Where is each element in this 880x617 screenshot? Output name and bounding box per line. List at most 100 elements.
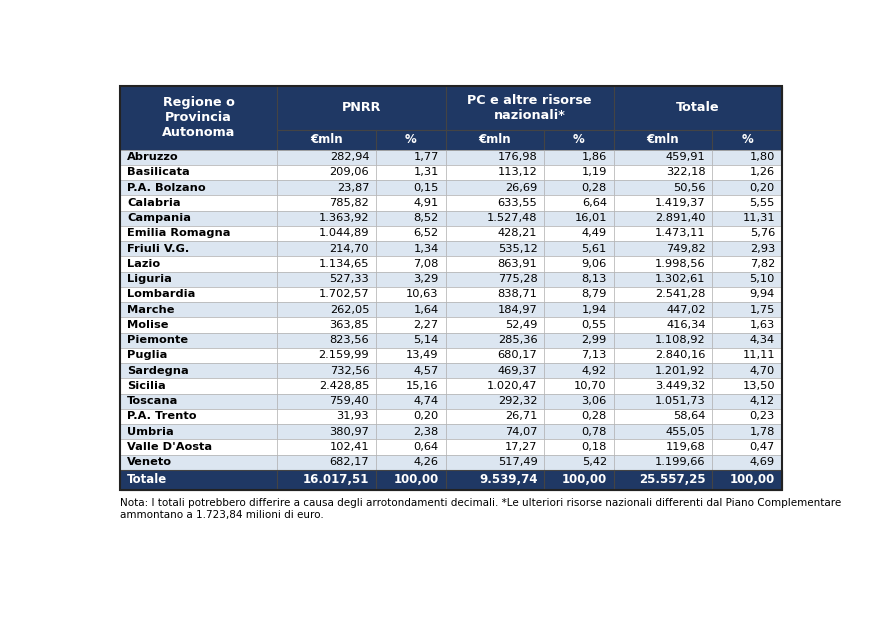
Bar bbox=[121, 196, 277, 210]
Text: 74,07: 74,07 bbox=[505, 427, 538, 437]
Bar bbox=[277, 256, 376, 271]
Text: 759,40: 759,40 bbox=[329, 396, 370, 406]
Bar bbox=[277, 130, 376, 149]
Bar bbox=[277, 210, 376, 226]
Bar bbox=[277, 226, 376, 241]
Bar bbox=[121, 439, 277, 455]
Text: 469,37: 469,37 bbox=[498, 366, 538, 376]
Bar bbox=[277, 470, 376, 490]
Bar bbox=[544, 165, 613, 180]
Text: 0,23: 0,23 bbox=[750, 412, 775, 421]
Bar bbox=[712, 271, 781, 287]
Bar bbox=[613, 287, 712, 302]
Text: 102,41: 102,41 bbox=[330, 442, 370, 452]
Bar bbox=[445, 470, 544, 490]
Text: 1.044,89: 1.044,89 bbox=[319, 228, 370, 238]
Text: €mln: €mln bbox=[479, 133, 511, 146]
Text: 5,14: 5,14 bbox=[414, 335, 439, 345]
Bar bbox=[121, 302, 277, 317]
Bar bbox=[445, 363, 544, 378]
Text: 8,52: 8,52 bbox=[414, 213, 439, 223]
Bar bbox=[121, 333, 277, 348]
Text: 4,49: 4,49 bbox=[582, 228, 607, 238]
Text: 26,69: 26,69 bbox=[505, 183, 538, 193]
Text: 13,49: 13,49 bbox=[407, 350, 439, 360]
Text: Lazio: Lazio bbox=[127, 259, 160, 269]
Bar bbox=[376, 130, 445, 149]
Text: 2.428,85: 2.428,85 bbox=[319, 381, 370, 391]
Text: 10,63: 10,63 bbox=[407, 289, 439, 299]
Bar bbox=[277, 348, 376, 363]
Text: 2.891,40: 2.891,40 bbox=[655, 213, 706, 223]
Bar bbox=[121, 241, 277, 256]
Bar bbox=[544, 470, 613, 490]
Bar bbox=[376, 302, 445, 317]
Text: 262,05: 262,05 bbox=[330, 305, 370, 315]
Text: Veneto: Veneto bbox=[127, 457, 172, 467]
Text: 8,79: 8,79 bbox=[582, 289, 607, 299]
Bar bbox=[613, 455, 712, 470]
Text: 119,68: 119,68 bbox=[666, 442, 706, 452]
Bar bbox=[613, 470, 712, 490]
Text: 1,78: 1,78 bbox=[750, 427, 775, 437]
Bar bbox=[376, 271, 445, 287]
Bar bbox=[376, 348, 445, 363]
Text: 25.557,25: 25.557,25 bbox=[639, 473, 706, 486]
Bar bbox=[277, 149, 376, 165]
Text: 5,42: 5,42 bbox=[582, 457, 607, 467]
Bar bbox=[544, 439, 613, 455]
Text: 1,77: 1,77 bbox=[414, 152, 439, 162]
Bar bbox=[445, 424, 544, 439]
Text: %: % bbox=[573, 133, 585, 146]
Text: 0,28: 0,28 bbox=[582, 412, 607, 421]
Bar bbox=[277, 165, 376, 180]
Bar bbox=[445, 317, 544, 333]
Bar bbox=[712, 348, 781, 363]
Text: 17,27: 17,27 bbox=[505, 442, 538, 452]
Bar bbox=[445, 409, 544, 424]
Text: 4,69: 4,69 bbox=[750, 457, 775, 467]
Bar bbox=[712, 130, 781, 149]
Bar bbox=[277, 424, 376, 439]
Text: Lombardia: Lombardia bbox=[127, 289, 195, 299]
Bar bbox=[712, 470, 781, 490]
Bar bbox=[613, 130, 712, 149]
Bar bbox=[376, 424, 445, 439]
Bar bbox=[613, 317, 712, 333]
Bar bbox=[544, 241, 613, 256]
Text: 16.017,51: 16.017,51 bbox=[303, 473, 370, 486]
Text: 100,00: 100,00 bbox=[730, 473, 775, 486]
Text: 5,76: 5,76 bbox=[750, 228, 775, 238]
Text: 0,78: 0,78 bbox=[582, 427, 607, 437]
Text: %: % bbox=[741, 133, 753, 146]
Text: 1,86: 1,86 bbox=[582, 152, 607, 162]
Text: 1,94: 1,94 bbox=[582, 305, 607, 315]
Text: 682,17: 682,17 bbox=[330, 457, 370, 467]
Text: 1.020,47: 1.020,47 bbox=[487, 381, 538, 391]
Bar bbox=[277, 409, 376, 424]
Text: 2,27: 2,27 bbox=[414, 320, 439, 330]
Bar bbox=[121, 86, 781, 490]
Text: 0,15: 0,15 bbox=[414, 183, 439, 193]
Text: Marche: Marche bbox=[127, 305, 174, 315]
Text: 1,64: 1,64 bbox=[414, 305, 439, 315]
Text: Puglia: Puglia bbox=[127, 350, 167, 360]
Text: 11,31: 11,31 bbox=[743, 213, 775, 223]
Bar bbox=[613, 333, 712, 348]
Bar bbox=[121, 378, 277, 394]
Text: €mln: €mln bbox=[311, 133, 343, 146]
Bar bbox=[121, 271, 277, 287]
Text: 0,20: 0,20 bbox=[414, 412, 439, 421]
Text: 10,70: 10,70 bbox=[574, 381, 607, 391]
Text: 3.449,32: 3.449,32 bbox=[655, 381, 706, 391]
Text: 823,56: 823,56 bbox=[330, 335, 370, 345]
Text: 13,50: 13,50 bbox=[743, 381, 775, 391]
Bar bbox=[712, 439, 781, 455]
Bar bbox=[712, 256, 781, 271]
Text: 6,64: 6,64 bbox=[582, 198, 607, 208]
Bar bbox=[121, 287, 277, 302]
Bar bbox=[376, 165, 445, 180]
Bar bbox=[121, 348, 277, 363]
Bar bbox=[445, 333, 544, 348]
Text: 4,70: 4,70 bbox=[750, 366, 775, 376]
